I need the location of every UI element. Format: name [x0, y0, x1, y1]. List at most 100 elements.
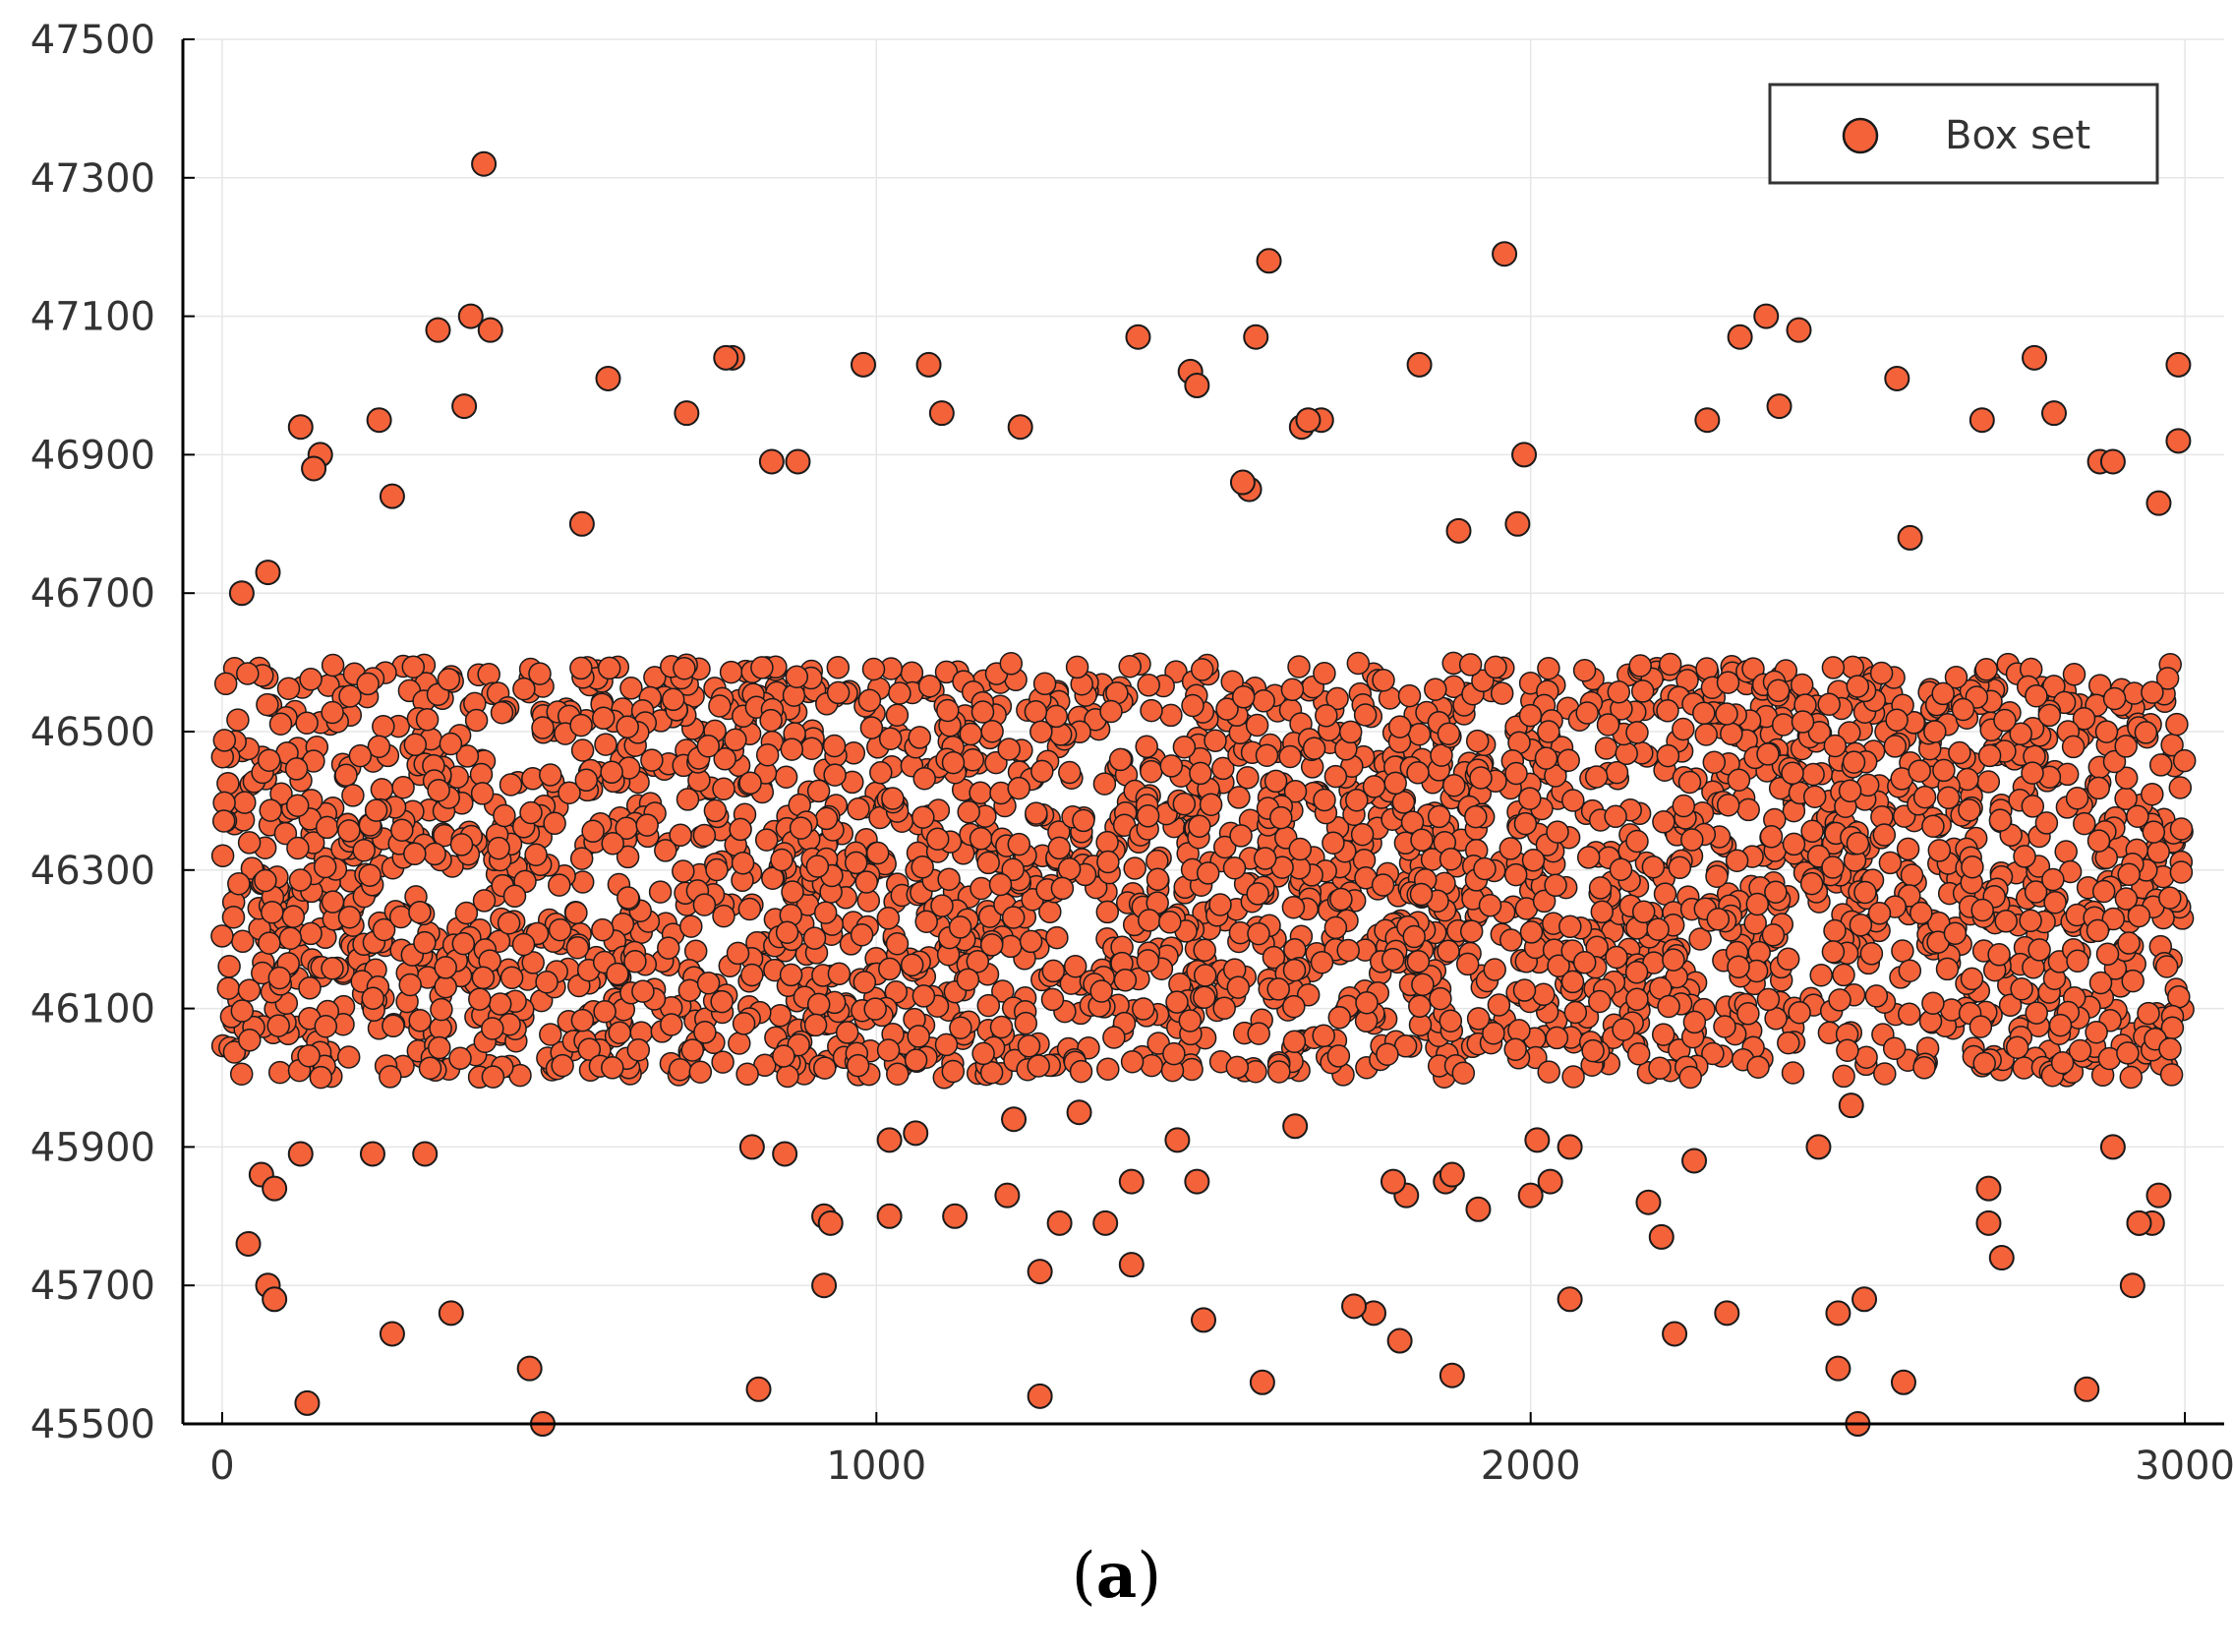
- data-point: [1672, 794, 1696, 818]
- data-point: [1672, 717, 1695, 741]
- data-point: [1764, 880, 1788, 904]
- data-point: [844, 851, 868, 875]
- data-point: [298, 976, 322, 1000]
- data-point: [1140, 698, 1163, 723]
- data-point: [1557, 748, 1580, 772]
- data-point: [2117, 862, 2141, 887]
- data-point: [1537, 720, 1560, 743]
- data-point: [673, 656, 696, 680]
- data-point: [1518, 787, 1542, 810]
- data-point: [558, 781, 581, 804]
- data-point: [1625, 829, 1649, 854]
- data-point: [1283, 937, 1307, 962]
- data-point: [854, 870, 879, 894]
- data-point: [1295, 407, 1322, 434]
- data-point: [1572, 658, 1597, 682]
- data-point: [372, 714, 395, 738]
- data-point: [710, 989, 734, 1014]
- data-point: [785, 448, 811, 475]
- data-point: [827, 962, 852, 986]
- data-point: [683, 939, 708, 963]
- data-point: [1165, 990, 1189, 1014]
- data-point: [674, 400, 700, 427]
- data-point: [799, 737, 824, 760]
- data-point: [1546, 820, 1569, 844]
- data-point: [759, 708, 783, 733]
- data-point: [1800, 819, 1824, 844]
- data-point: [1492, 241, 1518, 267]
- data-point: [403, 733, 428, 757]
- data-point: [994, 1182, 1021, 1209]
- data-point: [2141, 782, 2164, 806]
- data-point: [959, 722, 983, 746]
- data-point: [1648, 1223, 1675, 1250]
- data-point: [1095, 830, 1119, 855]
- data-point: [1575, 701, 1599, 725]
- data-point: [729, 817, 752, 842]
- data-point: [210, 924, 234, 948]
- data-point: [966, 949, 990, 974]
- data-point: [2155, 667, 2180, 690]
- data-point: [1439, 1009, 1463, 1032]
- data-point: [359, 1141, 385, 1167]
- data-point: [1960, 967, 1984, 991]
- data-point: [1376, 1042, 1399, 1066]
- data-point: [1172, 735, 1197, 759]
- data-point: [1994, 910, 2018, 933]
- data-point: [1030, 759, 1054, 784]
- data-point: [1326, 1044, 1351, 1068]
- data-point: [287, 1141, 314, 1167]
- data-point: [1282, 1030, 1307, 1053]
- data-point: [1315, 704, 1338, 728]
- data-point: [2086, 776, 2111, 800]
- data-point: [2066, 949, 2089, 974]
- data-point: [738, 771, 762, 796]
- data-point: [969, 781, 992, 804]
- data-point: [1788, 1000, 1811, 1025]
- data-point: [255, 560, 281, 586]
- data-point: [1212, 996, 1236, 1021]
- data-point: [711, 1050, 735, 1074]
- data-point: [256, 692, 279, 717]
- data-point: [413, 930, 437, 955]
- data-point: [948, 915, 972, 939]
- data-point: [1651, 1023, 1675, 1046]
- data-point: [1605, 945, 1628, 970]
- data-point: [1282, 994, 1306, 1019]
- data-point: [726, 941, 750, 966]
- data-point: [477, 317, 503, 343]
- y-tick-label: 46100: [30, 987, 155, 1032]
- y-tick-label: 46500: [30, 710, 155, 755]
- data-point: [703, 798, 728, 823]
- data-point: [878, 727, 903, 750]
- data-point: [1184, 373, 1210, 398]
- data-point: [1140, 759, 1163, 784]
- caption-open-paren: (: [1071, 1540, 1096, 1613]
- legend-label: Box set: [1945, 113, 2090, 158]
- data-point: [1558, 914, 1582, 939]
- data-point: [1507, 1019, 1531, 1042]
- data-point: [772, 1141, 798, 1167]
- data-point: [1288, 837, 1313, 861]
- data-point: [991, 979, 1015, 1003]
- data-point: [1998, 993, 2023, 1018]
- data-point: [1118, 1252, 1145, 1278]
- data-point: [861, 657, 886, 681]
- data-point: [2034, 811, 2059, 835]
- data-point: [276, 677, 301, 700]
- data-point: [1688, 927, 1712, 951]
- data-point: [430, 997, 453, 1022]
- data-point: [1626, 1042, 1651, 1066]
- data-point: [1883, 735, 1908, 758]
- data-point: [1247, 1022, 1270, 1045]
- data-point: [412, 1141, 439, 1167]
- data-point: [937, 867, 961, 891]
- data-point: [1199, 793, 1223, 816]
- data-point: [676, 788, 700, 811]
- data-point: [1970, 898, 1994, 922]
- data-point: [2050, 1050, 2075, 1075]
- data-point: [745, 1376, 772, 1402]
- data-point: [1140, 1053, 1164, 1078]
- data-point: [1786, 317, 1812, 343]
